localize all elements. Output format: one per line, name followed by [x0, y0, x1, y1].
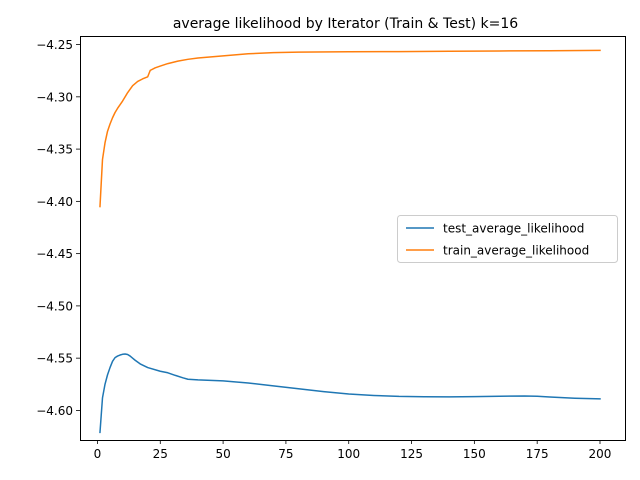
- y-tick-label: −4.50: [36, 299, 73, 313]
- y-axis: −4.60 −4.55 −4.50 −4.45 −4.40 −4.35 −4.30 −4.25: [36, 38, 80, 418]
- plot-lines: [99, 49, 601, 434]
- x-tick-label: 0: [94, 447, 102, 461]
- legend-box: [397, 215, 618, 263]
- x-tick-label: 75: [278, 447, 293, 461]
- legend-label-train: train_average_likelihood: [443, 244, 589, 258]
- x-axis: 0 25 50 75 100 125 150 175 200: [94, 440, 612, 461]
- chart-title: average likelihood by Iterator (Train & …: [173, 16, 518, 32]
- y-tick-label: −4.35: [36, 143, 73, 157]
- y-tick-label: −4.25: [36, 38, 73, 52]
- x-tick-label: 125: [400, 447, 423, 461]
- x-tick-label: 200: [589, 447, 612, 461]
- y-tick-label: −4.40: [36, 195, 73, 209]
- y-tick-label: −4.30: [36, 90, 73, 104]
- series-line-test-average-likelihood: [99, 353, 601, 434]
- x-tick-label: 175: [526, 447, 549, 461]
- y-tick-label: −4.45: [36, 247, 73, 261]
- y-tick-label: −4.55: [36, 352, 73, 366]
- x-tick-label: 150: [463, 447, 486, 461]
- x-tick-label: 50: [215, 447, 230, 461]
- legend-label-test: test_average_likelihood: [443, 222, 584, 236]
- series-line-train-average-likelihood: [99, 49, 601, 208]
- y-tick-label: −4.60: [36, 404, 73, 418]
- x-tick-label: 25: [153, 447, 168, 461]
- x-tick-label: 100: [337, 447, 360, 461]
- plot-frame: [80, 36, 626, 441]
- legend: test_average_likelihood train_average_li…: [397, 215, 618, 263]
